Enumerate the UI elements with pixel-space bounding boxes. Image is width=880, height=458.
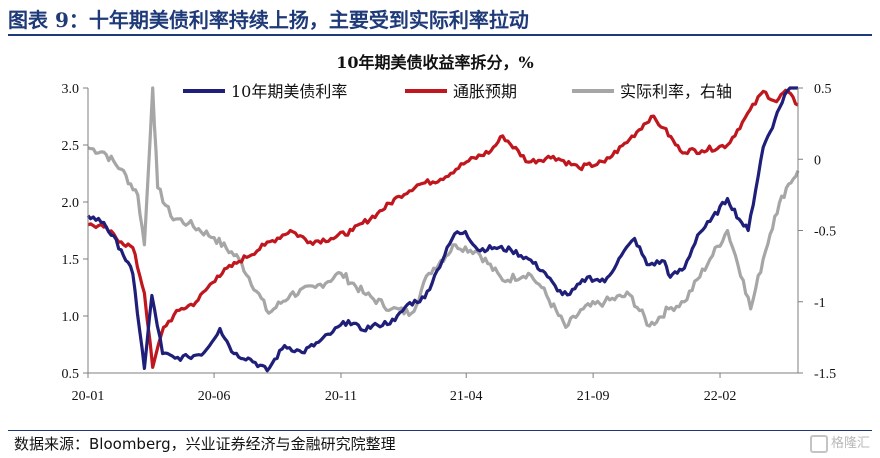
- x-tick-label: 20-06: [198, 389, 231, 404]
- y-left-tick-label: 2.0: [62, 196, 80, 211]
- watermark-text: 格隆汇: [830, 436, 870, 451]
- watermark: 格隆汇: [809, 432, 870, 453]
- y-right-tick-label: 0.5: [814, 82, 832, 97]
- axes-layer: 0.5 1.0 1.5 2.0 2.5 3.0 -1.5 -1 -0.5 0 0.5 20-01 20-…: [62, 82, 837, 404]
- legend: 10年期美债利率 通胀预期 实际利率，右轴: [183, 82, 732, 101]
- source-note: 数据来源：Bloomberg，兴业证券经济与金融研究院整理: [14, 435, 396, 453]
- title-rule: [8, 34, 872, 36]
- legend-label-0: 10年期美债利率: [231, 82, 347, 101]
- series-layer: [86, 86, 800, 373]
- y-left-tick-label: 1.5: [62, 253, 80, 268]
- series-line-2: [87, 86, 800, 329]
- x-tick-label: 22-02: [704, 389, 737, 404]
- y-right-tick-label: 0: [814, 153, 821, 168]
- legend-label-2: 实际利率，右轴: [620, 82, 732, 101]
- series-line-1: [87, 88, 799, 369]
- watermark-logo-icon: [809, 434, 828, 453]
- legend-label-1: 通胀预期: [453, 82, 517, 101]
- chart-title: 10年期美债收益率拆分，%: [336, 53, 533, 72]
- y-left-tick-label: 2.5: [62, 139, 80, 154]
- y-left-tick-label: 3.0: [62, 82, 80, 97]
- x-tick-label: 20-01: [72, 389, 105, 404]
- y-right-tick-label: -0.5: [814, 225, 836, 240]
- x-tick-label: 20-11: [325, 389, 357, 404]
- x-tick-label: 21-09: [577, 389, 610, 404]
- series-line-0: [86, 86, 798, 373]
- footer-rule: [8, 430, 872, 431]
- chart: 10年期美债收益率拆分，% 10年期美债利率 通胀预期 实际利率，右轴 0.5 1.0…: [62, 53, 837, 404]
- y-right-tick-label: -1.5: [814, 367, 836, 382]
- y-right-tick-label: -1: [814, 296, 826, 311]
- figure-title: 图表 9：十年期美债利率持续上扬，主要受到实际利率拉动: [8, 8, 529, 32]
- y-left-tick-label: 0.5: [62, 367, 80, 382]
- x-tick-label: 21-04: [450, 389, 483, 404]
- y-left-tick-label: 1.0: [62, 310, 80, 325]
